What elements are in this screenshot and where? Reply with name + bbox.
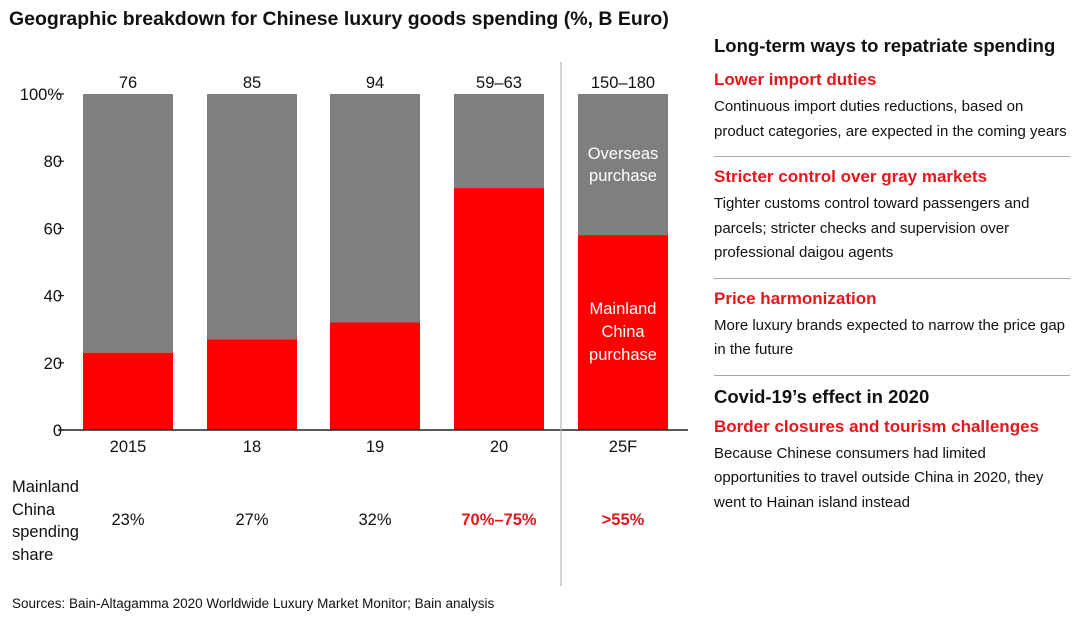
inbar-label-overseas: Overseas (588, 145, 659, 163)
bar-overseas-2015 (83, 94, 173, 353)
bar-overseas-20 (454, 94, 544, 189)
panel-heading: Long-term ways to repatriate spending (714, 35, 1056, 56)
x-tick-label: 25F (609, 438, 637, 456)
share-value-19: 32% (358, 511, 392, 529)
divider (714, 277, 1070, 279)
right-panel: Long-term ways to repatriate spending Lo… (714, 34, 1070, 527)
panel-item-border-closures: Border closures and tourism challenges B… (714, 409, 1070, 528)
inbar-label-overseas: purchase (589, 167, 657, 185)
panel-item-title: Price harmonization (714, 288, 877, 308)
share-label-line: share (12, 545, 54, 564)
x-tick-label: 20 (490, 438, 508, 456)
y-tick-label: 40 (44, 288, 62, 306)
bar-overseas-19 (330, 94, 420, 323)
panel-item-title: Border closures and tourism challenges (714, 416, 1039, 436)
panel-item-text: More luxury brands expected to narrow th… (714, 316, 1066, 359)
share-value-18: 27% (235, 511, 269, 529)
divider (714, 156, 1070, 157)
covid-heading: Covid-19’s effect in 2020 (714, 385, 930, 407)
inbar-label-mainland: China (601, 323, 645, 341)
chart-title: Geographic breakdown for Chinese luxury … (9, 8, 669, 30)
inbar-label-mainland: Mainland (590, 300, 657, 318)
bar-mainland-2015 (83, 352, 173, 430)
y-tick-label: 20 (44, 355, 62, 373)
bar-overseas-18 (207, 94, 297, 340)
y-tick-label: 100% (20, 86, 63, 104)
panel-item-import-duties: Lower import duties Continuous import du… (714, 58, 1070, 156)
bar-mainland-25F (578, 235, 668, 430)
total-label-18: 85 (243, 74, 261, 92)
x-tick-label: 18 (243, 438, 261, 456)
total-label-2015: 76 (119, 74, 137, 92)
bar-mainland-20 (454, 188, 544, 430)
sources-note: Sources: Bain-Altagamma 2020 Worldwide L… (12, 596, 495, 611)
bar-overseas-25F (578, 94, 668, 236)
share-label-line: spending (12, 523, 79, 541)
y-tick-label: 80 (44, 153, 62, 171)
total-label-25F: 150–180 (591, 74, 655, 92)
share-label-line: Mainland (12, 478, 79, 496)
y-tick-label: 60 (44, 220, 62, 238)
total-label-20: 59–63 (476, 74, 522, 92)
bar-mainland-19 (330, 322, 420, 430)
inbar-label-mainland: purchase (589, 346, 657, 364)
stacked-bar-chart: 76 2015 85 18 94 19 59–63 20 150–180 25F 0 20 40 60 80… (20, 62, 688, 586)
divider (714, 374, 1070, 376)
share-label: Mainland China spending share (12, 476, 79, 566)
share-value-25f: >55% (601, 511, 645, 529)
total-label-19: 94 (366, 74, 384, 92)
y-tick-label: 0 (53, 422, 62, 440)
bar-mainland-18 (207, 339, 297, 430)
share-value-2015: 23% (111, 511, 145, 529)
panel-item-title: Lower import duties (714, 70, 877, 89)
panel-item-text: Tighter customs control toward passenger… (714, 195, 1030, 261)
panel-item-text: Because Chinese consumers had limited op… (714, 444, 1044, 511)
share-value-20: 70%–75% (461, 511, 537, 529)
panel-item-title: Stricter control over gray markets (714, 167, 988, 186)
x-tick-label: 2015 (110, 438, 147, 456)
panel-item-price-harmonization: Price harmonization More luxury brands e… (714, 279, 1070, 375)
share-label-line: China (12, 500, 56, 519)
x-tick-label: 19 (366, 438, 384, 456)
panel-item-text: Continuous import duties reductions, bas… (714, 98, 1067, 140)
panel-item-gray-markets: Stricter control over gray markets Tight… (714, 157, 1070, 278)
